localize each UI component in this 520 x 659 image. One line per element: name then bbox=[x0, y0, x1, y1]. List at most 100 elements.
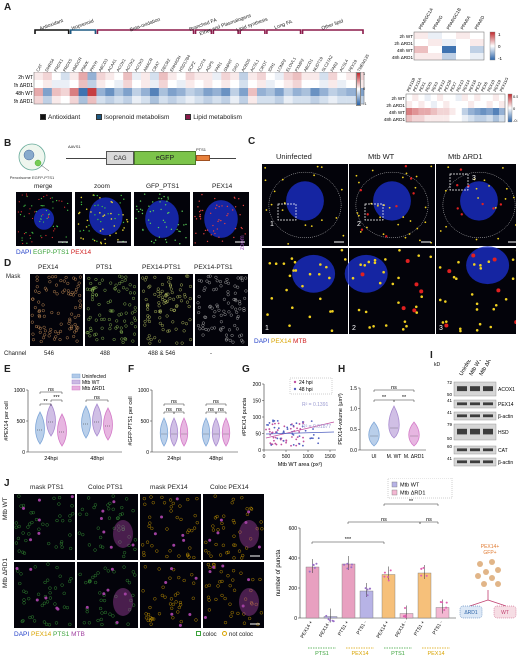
gene-label: PEX5 bbox=[424, 80, 433, 92]
x-group-label: M. WT bbox=[387, 454, 402, 460]
punctum bbox=[233, 236, 235, 239]
punctum bbox=[56, 225, 58, 227]
punctum bbox=[438, 266, 442, 269]
punctum bbox=[182, 578, 186, 583]
punctum bbox=[42, 601, 47, 605]
category-bracket bbox=[194, 29, 213, 34]
punctum bbox=[455, 277, 458, 281]
data-point bbox=[404, 614, 407, 617]
punctum bbox=[123, 337, 127, 341]
punctum bbox=[124, 275, 128, 279]
heatmap-cell bbox=[194, 72, 204, 80]
punctum bbox=[37, 527, 41, 531]
heatmap-cell bbox=[428, 39, 442, 46]
point-24h bbox=[302, 440, 305, 443]
category-bracket bbox=[34, 29, 70, 34]
heatmap-cell bbox=[283, 72, 293, 80]
punctum bbox=[416, 227, 419, 230]
heatmap-cell bbox=[301, 80, 311, 88]
y-tick-label: 600 bbox=[289, 526, 298, 532]
heatmap-cell bbox=[430, 94, 438, 101]
punctum bbox=[66, 289, 70, 293]
heatmap-cell bbox=[328, 96, 338, 104]
punctum bbox=[174, 327, 178, 331]
punctum bbox=[21, 550, 25, 554]
punctum bbox=[40, 235, 42, 237]
punctum bbox=[282, 262, 286, 265]
heatmap-cell bbox=[480, 101, 487, 108]
color-scale bbox=[507, 93, 513, 123]
punctum bbox=[73, 315, 77, 319]
punctum bbox=[116, 516, 120, 520]
panel-d-titles: PEX14 PTS1 PEX14-PTS1 PEX14-PTS1 bbox=[30, 264, 248, 274]
scale-tick: -0.5 bbox=[513, 118, 518, 123]
punctum bbox=[87, 580, 92, 584]
punctum bbox=[274, 262, 278, 266]
heatmap-cell bbox=[176, 72, 186, 80]
kd-marker: 41 bbox=[447, 398, 453, 403]
violin bbox=[103, 407, 113, 441]
punctum bbox=[479, 267, 483, 270]
legend-swatch bbox=[391, 481, 398, 488]
punctum bbox=[146, 317, 150, 321]
punctum bbox=[171, 501, 175, 505]
panel-f-chart: 0 500 1000 #GFP-PTS1 per cell 24hpi 48hpi ns ns… bbox=[126, 370, 242, 470]
heatmap-cell bbox=[499, 108, 506, 115]
punctum bbox=[108, 327, 112, 331]
punctum bbox=[82, 238, 85, 240]
point-24h bbox=[290, 444, 292, 447]
punctum bbox=[168, 211, 170, 214]
point-48h bbox=[298, 443, 301, 445]
punctum bbox=[123, 302, 127, 306]
punctum bbox=[169, 308, 173, 312]
punctum bbox=[58, 574, 62, 578]
punctum bbox=[120, 280, 124, 284]
punctum bbox=[128, 291, 132, 295]
punctum bbox=[103, 566, 107, 570]
scale-tick: 1 bbox=[363, 71, 366, 76]
punctum bbox=[169, 509, 173, 513]
punctum bbox=[169, 505, 173, 509]
punctum bbox=[120, 337, 124, 341]
heatmap-cell bbox=[468, 101, 475, 108]
violin bbox=[211, 417, 221, 447]
zoom-box bbox=[449, 173, 469, 191]
heatmap-cell bbox=[424, 115, 431, 122]
heatmap-cell bbox=[60, 80, 70, 88]
punctum bbox=[158, 339, 162, 343]
punctum bbox=[225, 277, 229, 281]
punctum bbox=[115, 516, 120, 520]
heatmap-cell bbox=[176, 80, 186, 88]
punctum bbox=[214, 597, 218, 602]
punctum bbox=[62, 605, 66, 609]
pts1-label: PTS1 bbox=[196, 147, 207, 152]
punctum bbox=[88, 315, 92, 319]
punctum bbox=[53, 330, 57, 334]
punctum bbox=[359, 231, 362, 233]
punctum bbox=[84, 580, 88, 585]
heatmap-cell bbox=[456, 39, 470, 46]
punctum bbox=[171, 320, 175, 324]
heatmap-cell bbox=[123, 72, 133, 80]
punctum bbox=[240, 338, 244, 342]
punctum bbox=[231, 497, 235, 501]
punctum bbox=[419, 289, 424, 294]
ppar-heatmap-block: PPARGC1A PPARG PPARGC1B PPARA PPARD 2h WT 2h Δ… bbox=[390, 2, 518, 66]
punctum bbox=[230, 610, 234, 615]
punctum bbox=[397, 276, 400, 280]
gene-label: FAR2 bbox=[329, 60, 339, 72]
punctum bbox=[26, 195, 28, 197]
punctum bbox=[201, 333, 205, 337]
punctum bbox=[157, 294, 161, 298]
punctum bbox=[214, 197, 216, 200]
punctum bbox=[43, 286, 47, 290]
title: Coloc PEX14 bbox=[210, 484, 249, 491]
punctum bbox=[376, 204, 379, 207]
punctum bbox=[169, 276, 173, 280]
punctum bbox=[24, 204, 26, 206]
punctum bbox=[382, 233, 385, 236]
punctum bbox=[132, 285, 136, 289]
scale-tick: -1 bbox=[363, 101, 367, 106]
punctum bbox=[409, 220, 412, 222]
